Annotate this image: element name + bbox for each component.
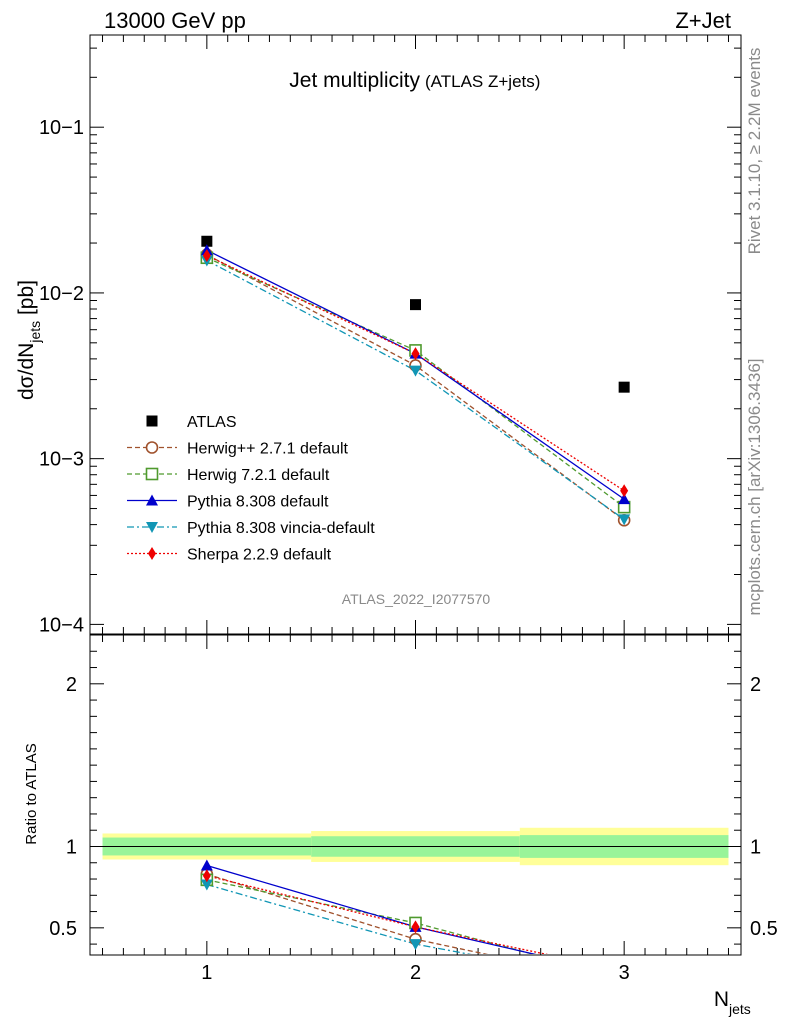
legend-marker-pythia-8-308-vincia-default	[146, 522, 158, 533]
main-point-pythia-8-308-vincia-default	[618, 514, 631, 526]
ratio-point-sherpa-2-2-9-default	[411, 920, 420, 934]
ratio-point-pythia-8-308-vincia-default	[409, 939, 422, 951]
mcplots-side-label: mcplots.cern.ch [arXiv:1306.3436]	[745, 358, 764, 615]
legend-marker-herwig-7-2-1-default	[145, 467, 159, 481]
x-tick-label: 2	[410, 962, 421, 984]
legend: ATLAS Herwig++ 2.7.1 default Herwig 7.2.1 …	[127, 414, 375, 564]
main-point-sherpa-2-2-9-default	[411, 347, 420, 361]
main-axis-ticks: 10−4 10−3 10−2 10−1	[39, 35, 741, 636]
ratio-uncertainty-bands	[91, 827, 740, 866]
ratio-frame	[89, 634, 742, 956]
ratio-y-tick-label-left: 2	[66, 674, 77, 696]
svg-text:N: N	[714, 988, 729, 1011]
main-point-atlas	[410, 299, 421, 311]
ratio-point-pythia-8-308-default	[200, 859, 213, 871]
legend-label-pythia-8-308-vincia-default: Pythia 8.308 vincia-default	[187, 520, 375, 537]
main-y-tick-label: 10−2	[39, 283, 84, 305]
legend-label-sherpa-2-2-9-default: Sherpa 2.2.9 default	[187, 547, 332, 564]
analysis-watermark: ATLAS_2022_I2077570	[342, 591, 491, 607]
svg-text:jets: jets	[728, 1001, 751, 1017]
main-frame	[89, 34, 742, 635]
main-subtitle: (ATLAS Z+jets)	[425, 72, 540, 91]
main-point-pythia-8-308-default	[618, 493, 631, 505]
legend-label-herwig-2-7-1-default: Herwig++ 2.7.1 default	[187, 441, 349, 458]
main-point-sherpa-2-2-9-default	[620, 484, 629, 498]
legend-label-pythia-8-308-default: Pythia 8.308 default	[187, 494, 329, 511]
ratio-y-tick-label-right: 2	[750, 674, 761, 696]
main-point-atlas	[201, 235, 213, 247]
main-title: Jet multiplicity	[289, 69, 420, 92]
main-panel: 10−4 10−3 10−2 10−1 Jet multiplicity (ATLAS…	[15, 34, 742, 636]
x-tick-label: 3	[619, 962, 630, 984]
rivet-side-label: Rivet 3.1.10, ≥ 2.2M events	[745, 48, 764, 255]
ratio-y-tick-label-left: 0.5	[49, 918, 77, 940]
ratio-point-pythia-8-308-vincia-default	[200, 879, 213, 891]
main-point-atlas	[618, 381, 630, 393]
legend-marker-atlas	[146, 415, 158, 427]
legend-label-atlas: ATLAS	[187, 414, 237, 431]
main-point-sherpa-2-2-9-default	[202, 249, 211, 263]
x-tick-label: 1	[201, 962, 212, 984]
legend-marker-herwig-2-7-1-default	[145, 441, 159, 454]
ratio-y-axis-label: Ratio to ATLAS	[23, 743, 40, 844]
main-y-tick-label: 10−4	[39, 614, 84, 636]
ratio-y-tick-label-left: 1	[66, 836, 77, 858]
ratio-y-tick-label-right: 1	[750, 836, 761, 858]
main-y-tick-label: 10−1	[39, 117, 84, 139]
ratio-series-markers	[200, 859, 422, 951]
ratio-point-sherpa-2-2-9-default	[202, 869, 211, 883]
x-axis-label: N jets	[714, 988, 751, 1017]
ratio-axis-ticks: 0.5 0.5 1 1 2 2 1 2 3	[49, 634, 778, 984]
legend-label-herwig-7-2-1-default: Herwig 7.2.1 default	[187, 467, 330, 484]
main-point-pythia-8-308-vincia-default	[409, 365, 422, 377]
main-series-markers	[200, 235, 631, 527]
header-left-title: 13000 GeV pp	[104, 8, 246, 33]
main-y-tick-label: 10−3	[39, 449, 84, 471]
legend-marker-pythia-8-308-default	[146, 494, 158, 506]
main-line-sherpa-2-2-9-default	[206, 254, 625, 492]
ratio-y-tick-label-right: 0.5	[750, 918, 778, 940]
legend-marker-sherpa-2-2-9-default	[148, 547, 156, 560]
header-right-title: Z+Jet	[675, 8, 731, 33]
ratio-panel: 0.5 0.5 1 1 2 2 1 2 3 Ratio to ATLAS	[23, 634, 778, 984]
